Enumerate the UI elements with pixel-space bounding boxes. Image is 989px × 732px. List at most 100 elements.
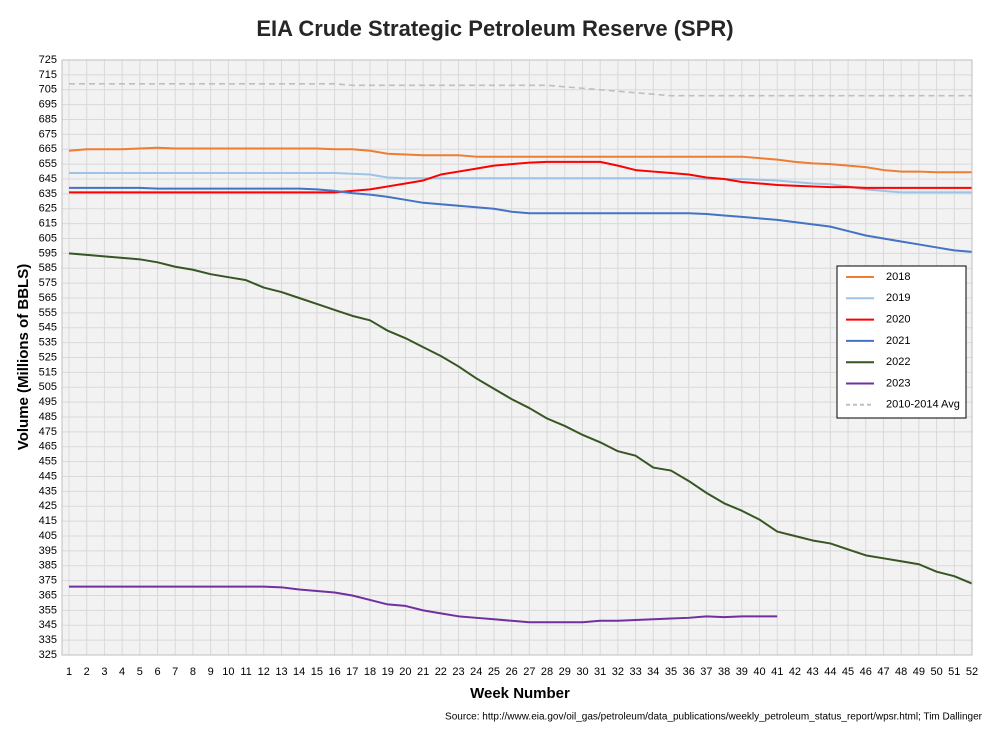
x-tick-label: 26 bbox=[506, 666, 518, 678]
x-tick-label: 23 bbox=[452, 666, 464, 678]
x-tick-label: 20 bbox=[399, 666, 411, 678]
x-tick-label: 48 bbox=[895, 666, 907, 678]
y-tick-label: 615 bbox=[39, 218, 57, 230]
series-line bbox=[68, 252, 973, 585]
x-tick-label: 1 bbox=[66, 666, 72, 678]
x-tick-label: 33 bbox=[629, 666, 641, 678]
legend-label: 2021 bbox=[886, 335, 910, 347]
x-tick-label: 6 bbox=[154, 666, 160, 678]
y-tick-label: 595 bbox=[39, 247, 57, 259]
legend-label: 2010-2014 Avg bbox=[886, 399, 960, 411]
y-tick-label: 695 bbox=[39, 99, 57, 111]
x-tick-label: 31 bbox=[594, 666, 606, 678]
x-tick-label: 42 bbox=[789, 666, 801, 678]
x-tick-label: 52 bbox=[966, 666, 978, 678]
y-tick-label: 705 bbox=[39, 84, 57, 96]
y-tick-label: 395 bbox=[39, 545, 57, 557]
y-tick-label: 485 bbox=[39, 411, 57, 423]
y-tick-label: 465 bbox=[39, 441, 57, 453]
x-tick-label: 17 bbox=[346, 666, 358, 678]
y-tick-label: 585 bbox=[39, 262, 57, 274]
x-axis-label: Week Number bbox=[470, 685, 570, 702]
y-tick-label: 425 bbox=[39, 500, 57, 512]
y-tick-label: 645 bbox=[39, 173, 57, 185]
y-tick-label: 555 bbox=[39, 307, 57, 319]
series-line bbox=[69, 160, 972, 194]
y-tick-label: 435 bbox=[39, 485, 57, 497]
x-tick-label: 30 bbox=[576, 666, 588, 678]
x-tick-label: 39 bbox=[736, 666, 748, 678]
series-line bbox=[68, 146, 972, 174]
y-tick-label: 345 bbox=[39, 619, 57, 631]
x-tick-label: 45 bbox=[842, 666, 854, 678]
y-tick-label: 575 bbox=[39, 277, 57, 289]
x-tick-label: 5 bbox=[137, 666, 143, 678]
legend-label: 2019 bbox=[886, 292, 910, 304]
x-tick-label: 32 bbox=[612, 666, 624, 678]
x-tick-label: 34 bbox=[647, 666, 659, 678]
y-tick-label: 415 bbox=[39, 515, 57, 527]
series-line bbox=[69, 585, 778, 624]
x-tick-label: 51 bbox=[948, 666, 960, 678]
x-tick-label: 40 bbox=[753, 666, 765, 678]
y-tick-label: 475 bbox=[39, 426, 57, 438]
y-tick-label: 405 bbox=[39, 530, 57, 542]
x-tick-label: 27 bbox=[523, 666, 535, 678]
x-tick-label: 21 bbox=[417, 666, 429, 678]
y-axis-label: Volume (Millions of BBLS) bbox=[15, 264, 32, 450]
y-tick-label: 385 bbox=[39, 560, 57, 572]
y-tick-label: 545 bbox=[39, 322, 57, 334]
y-tick-label: 565 bbox=[39, 292, 57, 304]
y-tick-label: 365 bbox=[39, 589, 57, 601]
x-tick-label: 16 bbox=[328, 666, 340, 678]
y-tick-label: 605 bbox=[39, 232, 57, 244]
y-tick-label: 635 bbox=[39, 188, 57, 200]
x-tick-label: 43 bbox=[807, 666, 819, 678]
x-tick-label: 41 bbox=[771, 666, 783, 678]
x-tick-label: 18 bbox=[364, 666, 376, 678]
x-tick-label: 13 bbox=[275, 666, 287, 678]
y-tick-label: 335 bbox=[39, 634, 57, 646]
legend-label: 2022 bbox=[886, 356, 910, 368]
y-tick-label: 525 bbox=[39, 351, 57, 363]
x-tick-label: 12 bbox=[258, 666, 270, 678]
x-tick-label: 29 bbox=[559, 666, 571, 678]
y-tick-label: 445 bbox=[39, 470, 57, 482]
x-tick-label: 3 bbox=[101, 666, 107, 678]
x-tick-label: 10 bbox=[222, 666, 234, 678]
y-tick-label: 505 bbox=[39, 381, 57, 393]
source-note: Source: http://www.eia.gov/oil_gas/petro… bbox=[445, 712, 983, 723]
x-tick-label: 47 bbox=[877, 666, 889, 678]
y-tick-label: 515 bbox=[39, 366, 57, 378]
series-line bbox=[69, 186, 973, 253]
y-tick-label: 375 bbox=[39, 575, 57, 587]
x-tick-label: 37 bbox=[700, 666, 712, 678]
x-tick-label: 11 bbox=[240, 666, 251, 678]
y-tick-label: 495 bbox=[39, 396, 57, 408]
x-tick-label: 25 bbox=[488, 666, 500, 678]
x-tick-label: 19 bbox=[382, 666, 394, 678]
legend-box bbox=[836, 265, 967, 419]
legend-label: 2018 bbox=[886, 271, 910, 283]
y-tick-label: 325 bbox=[39, 649, 57, 661]
legend-label: 2020 bbox=[886, 314, 910, 326]
x-tick-label: 4 bbox=[119, 666, 125, 678]
x-tick-label: 46 bbox=[860, 666, 872, 678]
x-tick-label: 24 bbox=[470, 666, 482, 678]
y-tick-label: 685 bbox=[39, 113, 57, 125]
y-tick-label: 725 bbox=[39, 54, 57, 66]
plot-frame bbox=[61, 59, 973, 656]
x-tick-label: 7 bbox=[172, 666, 178, 678]
x-tick-label: 9 bbox=[208, 666, 214, 678]
y-tick-label: 535 bbox=[39, 337, 57, 349]
x-tick-label: 44 bbox=[824, 666, 836, 678]
x-tick-label: 22 bbox=[435, 666, 447, 678]
x-tick-label: 14 bbox=[293, 666, 305, 678]
x-tick-label: 38 bbox=[718, 666, 730, 678]
y-tick-label: 455 bbox=[39, 456, 57, 468]
x-tick-label: 15 bbox=[311, 666, 323, 678]
series-line bbox=[69, 83, 972, 97]
y-tick-label: 675 bbox=[39, 128, 57, 140]
legend-label: 2023 bbox=[886, 377, 910, 389]
